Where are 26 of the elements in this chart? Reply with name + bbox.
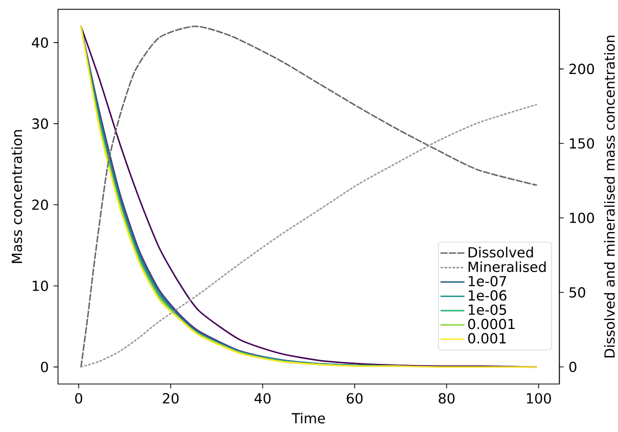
legend-label: Dissolved [468,246,533,258]
x-tick-label: 100 [526,393,551,404]
y2-tick-label: 0 [569,362,576,372]
y-tick-label: 30 [32,118,48,129]
x-tick-label: 0 [75,393,82,404]
y2-tick-label: 50 [570,287,586,298]
x-tick-label: 20 [162,393,179,404]
y2-axis-title: Dissolved and mineralised mass concentration [604,36,615,358]
x-tick-label: 80 [438,393,455,404]
legend-label: 0.001 [468,333,506,344]
legend-label: Mineralised [468,261,546,272]
x-axis-title: Time [292,412,325,424]
y2-tick-label: 100 [570,212,594,224]
y2-tick-label: 200 [569,64,594,74]
y2-tick-label: 150 [570,138,594,149]
y-tick-label: 40 [32,37,48,48]
y-tick-label: 10 [32,280,48,292]
y-tick-label: 0 [40,362,48,372]
x-tick-label: 40 [254,393,271,404]
x-tick-label: 60 [346,393,363,404]
legend-label: 1e-06 [468,290,506,301]
legend-label: 1e-07 [468,276,506,286]
y-axis-title: Mass concentration [11,130,22,263]
y-tick-label: 20 [32,200,48,210]
legend-label: 1e-05 [468,304,506,315]
legend-label: 0.0001 [468,318,515,330]
